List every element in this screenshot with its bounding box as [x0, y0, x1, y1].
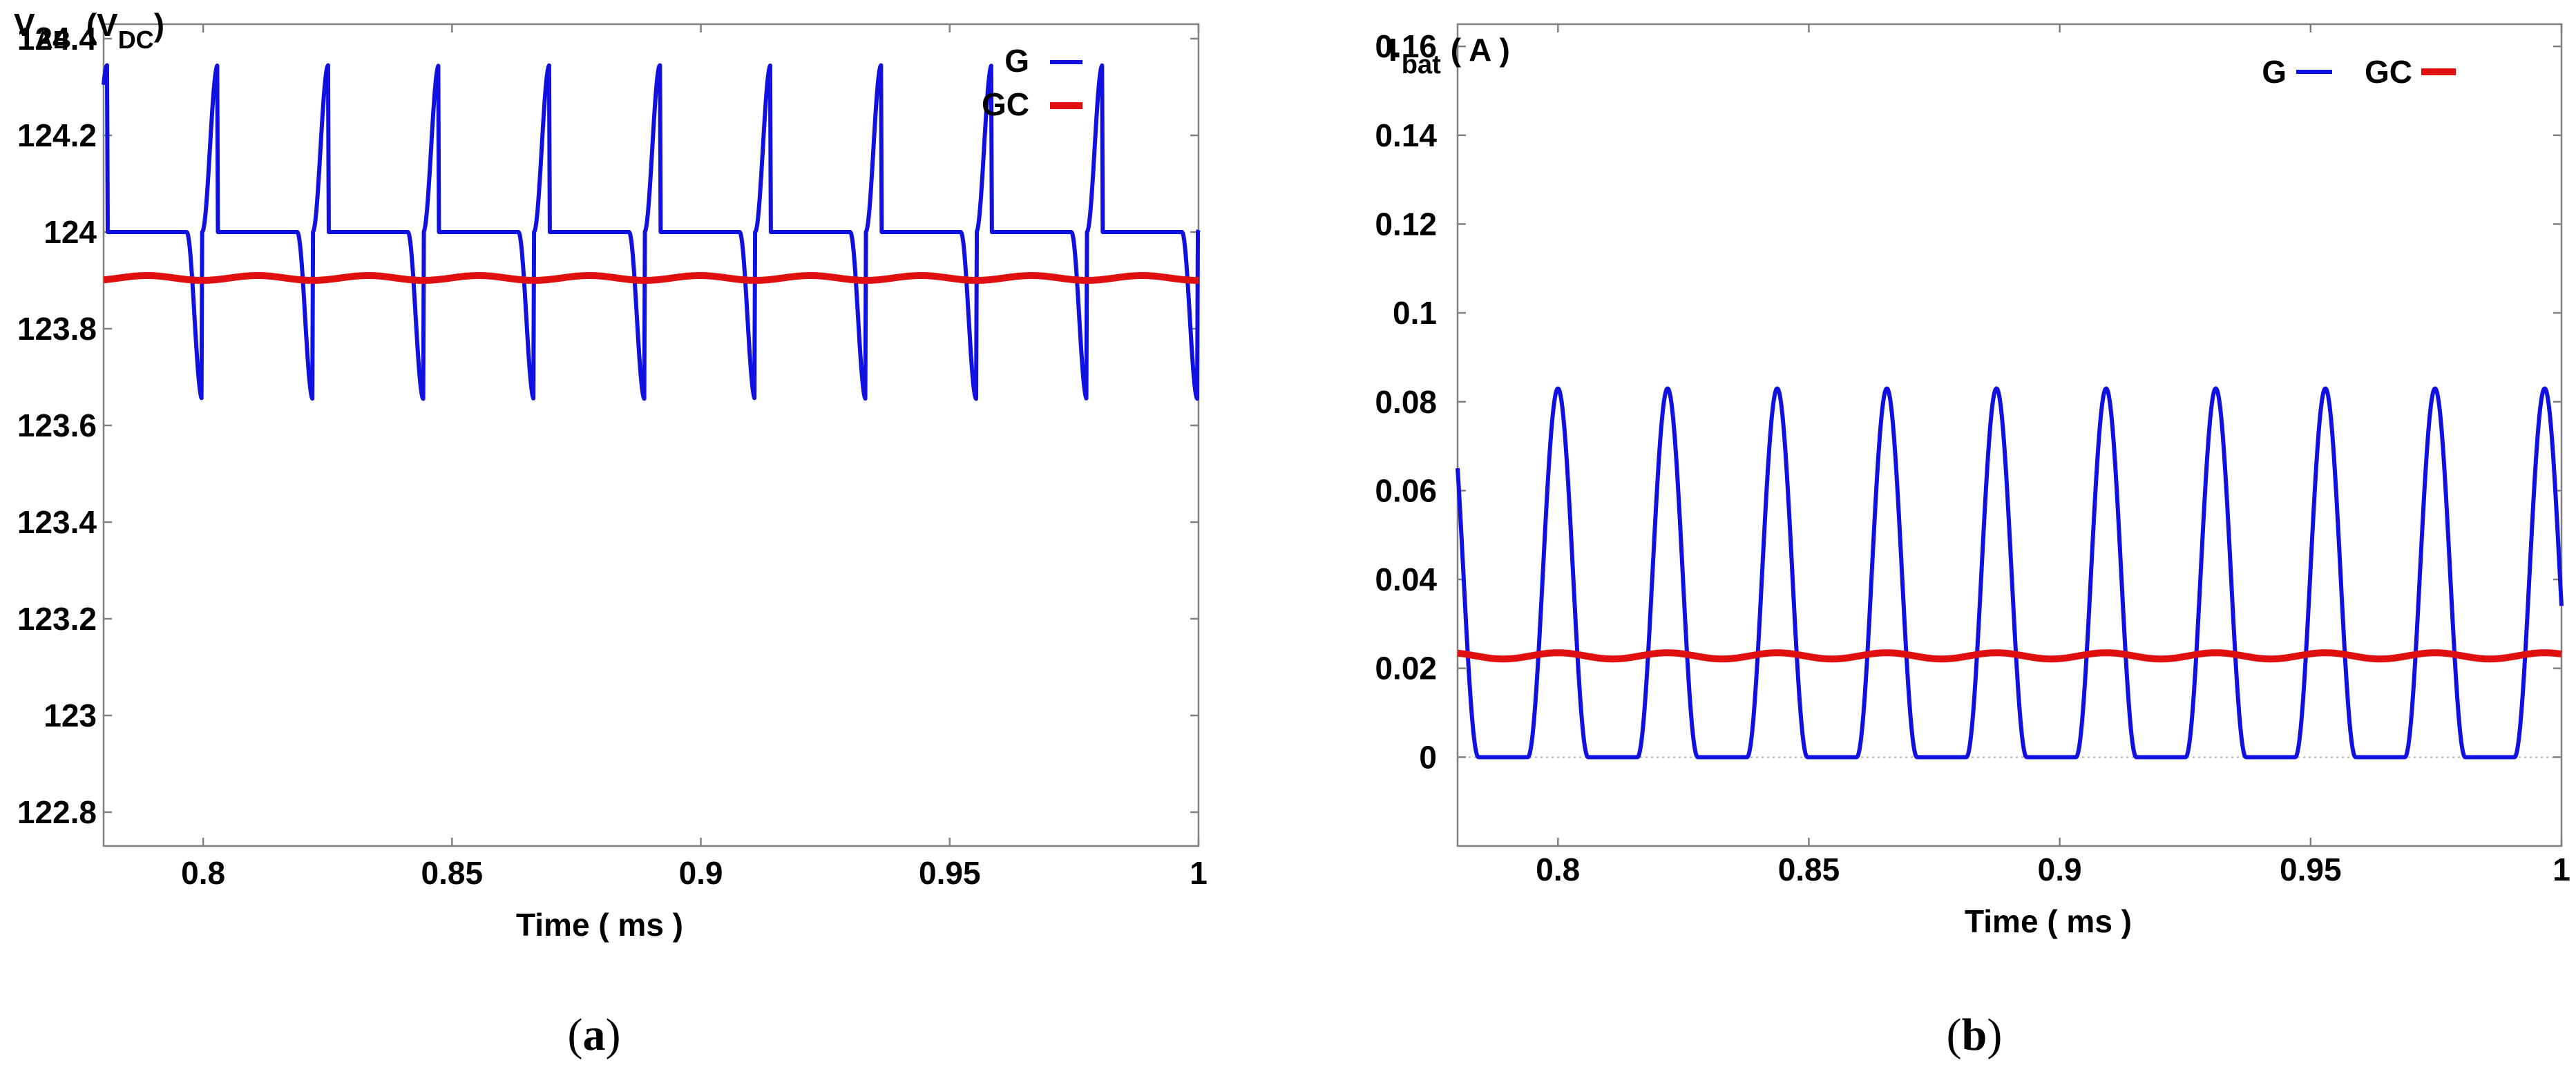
x-axis-title: Time ( ms ) [1965, 903, 2132, 939]
x-tick-label: 0.95 [919, 855, 981, 891]
x-ticks: 0.8 0.85 0.9 0.95 1 [1536, 24, 2570, 887]
y-tick-label: 0.08 [1375, 384, 1437, 420]
y-tick-label: 123 [44, 698, 97, 733]
y-tick-label: 124.4 [17, 21, 97, 57]
y-axis-title: VAB (VDC) [14, 7, 164, 54]
series-line-g [1456, 386, 2564, 760]
y-tick-label: 0.14 [1375, 117, 1437, 153]
legend-label-gc: GC [2365, 54, 2412, 90]
y-tick-label: 0.12 [1375, 206, 1437, 242]
panel-caption-a: (a) [568, 1010, 621, 1060]
panel-caption-b: (b) [1947, 1010, 2003, 1060]
x-tick-label: 0.95 [2280, 852, 2342, 887]
y-tick-label: 122.8 [17, 794, 97, 830]
y-tick-label: 0.1 [1393, 295, 1437, 331]
series-group [1455, 386, 2564, 760]
y-tick-label: 0 [1419, 739, 1437, 775]
x-tick-label: 0.85 [421, 855, 484, 891]
y-tick-label: 123.2 [17, 601, 97, 637]
y-tick-label: 123.4 [17, 504, 97, 540]
series-line-g [102, 63, 1201, 401]
y-ticks: 122.8 123 123.2 123.4 123.6 123.8 124 124.2 124.… [17, 21, 1199, 830]
y-tick-label: 0.06 [1375, 472, 1437, 508]
x-tick-label: 0.9 [679, 855, 723, 891]
legend-label-g: G [2262, 54, 2287, 90]
legend-label-gc: GC [982, 86, 1029, 122]
legend: G GC [2262, 54, 2456, 90]
x-ticks: 0.8 0.85 0.9 0.95 1 [181, 24, 1208, 891]
y-tick-label: 0.02 [1375, 651, 1437, 686]
series-group [100, 63, 1202, 401]
series-line-gc [1455, 649, 2564, 663]
chart-panel-a: 122.8 123 123.2 123.4 123.6 123.8 124 124.2 124.… [14, 7, 1208, 1060]
y-ticks: 0 0.02 0.04 0.06 0.08 0.1 0.12 0.14 0.16 [1375, 28, 2561, 775]
x-tick-label: 0.9 [2038, 852, 2082, 887]
chart-panel-b: 0 0.02 0.04 0.06 0.08 0.1 0.12 0.14 0.16 0.8 0.85… [1375, 23, 2570, 1060]
x-tick-label: 1 [1190, 855, 1208, 891]
y-tick-label: 124 [44, 214, 97, 250]
legend-label-g: G [1004, 43, 1029, 79]
x-tick-label: 0.85 [1778, 852, 1840, 887]
x-axis-title: Time ( ms ) [516, 907, 683, 943]
y-tick-label: 124.2 [17, 117, 97, 153]
legend: G GC [982, 43, 1082, 122]
series-line-gc [100, 272, 1202, 284]
y-tick-label: 0.16 [1375, 28, 1437, 64]
plot-frame [102, 23, 1200, 847]
plot-frame [1456, 23, 2563, 847]
x-tick-label: 0.8 [1536, 852, 1580, 887]
x-tick-label: 1 [2553, 852, 2570, 887]
y-tick-label: 0.04 [1375, 561, 1437, 597]
y-tick-label: 123.8 [17, 311, 97, 347]
y-tick-label: 123.6 [17, 407, 97, 443]
x-tick-label: 0.8 [181, 855, 225, 891]
